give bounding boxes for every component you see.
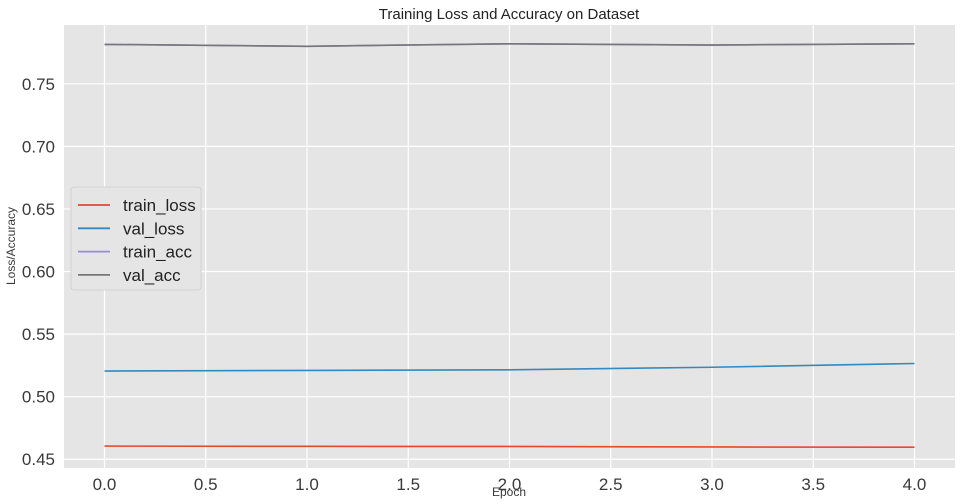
series-line-val-acc <box>104 42 915 48</box>
chart-title: Training Loss and Accuracy on Dataset <box>379 6 640 23</box>
legend-box <box>70 186 202 291</box>
series-line-val-loss <box>104 362 915 372</box>
grid <box>64 25 955 468</box>
series-line-train-loss <box>104 445 915 449</box>
x-axis-ticks: 0.0 0.5 1.0 1.5 2.0 2.5 3.0 3.5 4.0 <box>93 475 927 494</box>
x-tick-label: 1.5 <box>396 475 420 494</box>
series-layer <box>104 42 915 449</box>
y-axis-ticks: 0.45 0.50 0.55 0.60 0.65 0.70 0.75 <box>22 75 55 469</box>
y-tick-label: 0.65 <box>22 200 55 219</box>
y-tick-label: 0.50 <box>22 388 55 407</box>
x-tick-label: 1.0 <box>295 475 319 494</box>
y-tick-label: 0.75 <box>22 75 55 94</box>
x-tick-label: 4.0 <box>903 475 927 494</box>
legend-label-val-acc: val_acc <box>123 266 181 285</box>
x-tick-label: 2.0 <box>498 475 522 494</box>
x-tick-label: 3.5 <box>801 475 825 494</box>
x-tick-label: 0.0 <box>93 475 117 494</box>
y-tick-label: 0.60 <box>22 263 55 282</box>
x-tick-label: 0.5 <box>194 475 218 494</box>
y-tick-label: 0.45 <box>22 450 55 469</box>
y-tick-label: 0.55 <box>22 325 55 344</box>
legend-label-val-loss: val_loss <box>123 219 184 238</box>
x-tick-label: 3.0 <box>700 475 724 494</box>
legend-label-train-acc: train_acc <box>123 243 192 262</box>
legend-label-train-loss: train_loss <box>123 196 196 215</box>
x-axis-label: Epoch <box>492 485 526 499</box>
legend: train_loss val_loss train_acc val_acc <box>70 186 202 291</box>
x-tick-label: 2.5 <box>599 475 623 494</box>
y-tick-label: 0.70 <box>22 137 55 156</box>
y-axis-label: Loss/Accuracy <box>4 207 18 285</box>
